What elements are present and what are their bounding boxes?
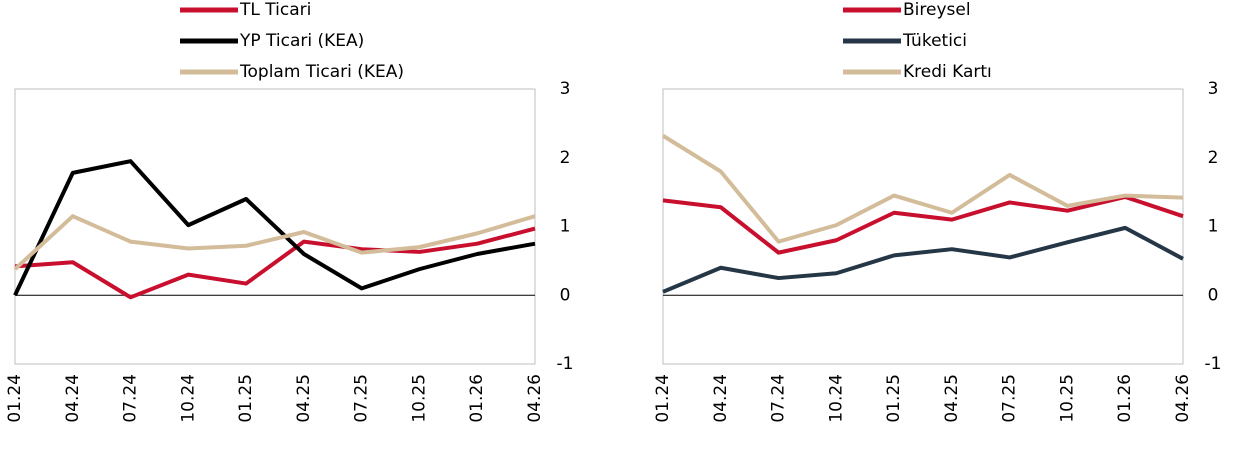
x-tick-label: 07.25 — [1000, 374, 1020, 423]
legend-label: Toplam Ticari (KEA) — [239, 62, 404, 82]
x-tick-label: 01.26 — [1115, 374, 1135, 423]
x-tick-label: 04.24 — [711, 374, 731, 423]
x-tick-label: 10.24 — [178, 374, 198, 423]
x-tick-label: 04.25 — [294, 374, 314, 423]
x-tick-label: 04.26 — [1173, 374, 1193, 423]
x-tick-label: 10.24 — [826, 374, 846, 423]
x-tick-label: 04.24 — [63, 374, 83, 423]
series-line — [661, 134, 1184, 244]
series-line — [662, 225, 1184, 294]
series-line — [662, 194, 1184, 255]
x-tick-label: 01.24 — [5, 374, 25, 423]
y-tick-label: 1 — [560, 217, 571, 237]
legend-label: Kredi Kartı — [903, 62, 992, 82]
series-line — [14, 226, 536, 300]
x-tick-label: 01.25 — [236, 374, 256, 423]
legend-label: TL Ticari — [239, 0, 311, 20]
x-tick-label: 01.25 — [884, 374, 904, 423]
series-line — [13, 159, 536, 297]
legend-label: Bireysel — [903, 0, 971, 20]
plot-frame — [662, 88, 1184, 365]
y-tick-label: -1 — [1205, 354, 1222, 374]
y-tick-label: 3 — [560, 79, 571, 99]
y-tick-label: 1 — [1208, 217, 1219, 237]
x-tick-label: 01.24 — [653, 374, 673, 423]
series-line — [13, 214, 536, 271]
legend-label: Tüketici — [902, 31, 967, 51]
y-tick-label: 0 — [560, 285, 571, 305]
x-tick-label: 10.25 — [1057, 374, 1077, 423]
y-tick-label: 0 — [1208, 285, 1219, 305]
y-tick-label: 3 — [1208, 79, 1219, 99]
x-tick-label: 07.24 — [121, 374, 141, 423]
legend-label: YP Ticari (KEA) — [239, 31, 364, 51]
x-tick-label: 01.26 — [467, 374, 487, 423]
x-tick-label: 04.25 — [942, 374, 962, 423]
x-tick-label: 07.25 — [352, 374, 372, 423]
x-tick-label: 04.26 — [525, 374, 545, 423]
y-tick-label: 2 — [560, 148, 571, 168]
x-tick-label: 07.24 — [769, 374, 789, 423]
y-tick-label: 2 — [1208, 148, 1219, 168]
plot-frame — [14, 88, 536, 365]
y-tick-label: -1 — [557, 354, 574, 374]
x-tick-label: 10.25 — [409, 374, 429, 423]
